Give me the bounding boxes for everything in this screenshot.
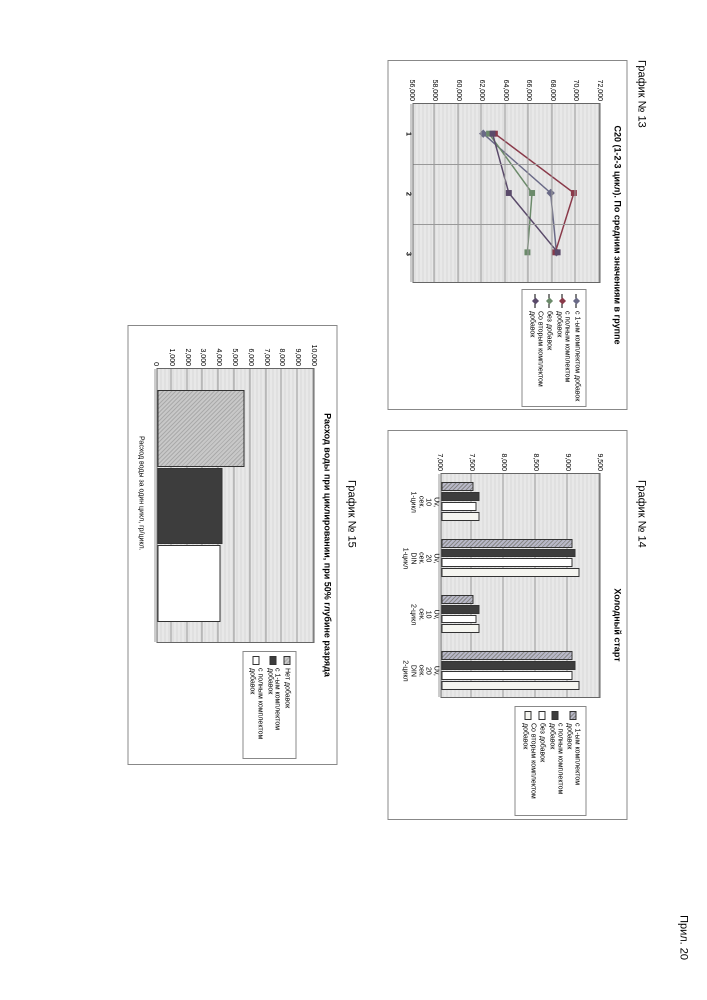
chart14-bar <box>441 492 479 501</box>
chart15-ytick: 4,000 <box>215 348 222 366</box>
chart14-bar <box>441 624 479 633</box>
chart14-bar <box>441 482 473 491</box>
chart14-bar <box>441 512 479 521</box>
chart14-bar <box>441 568 579 577</box>
chart13-xtick: 2 <box>403 192 411 196</box>
chart13-ytick: 68,000 <box>549 80 556 101</box>
chart14-ytick: 9,500 <box>596 453 603 471</box>
chart15-xlabel: Расход воды за один цикл, гр/цикл. <box>137 436 144 551</box>
chart13-marker <box>529 190 535 196</box>
chart13-label: График № 13 <box>635 60 647 128</box>
chart14-bar <box>441 671 572 680</box>
chart14-legend-item: Со вторым комплектом добавок <box>520 711 535 811</box>
chart14-legend-item: без добавок <box>538 711 546 811</box>
chart14-title: Холодный старт <box>608 431 626 819</box>
chart14-bar <box>441 615 476 624</box>
chart14-xtick: Uv,10сек.1-цикл <box>408 474 439 530</box>
chart15-ytick: 7,000 <box>262 348 269 366</box>
chart14-bar <box>441 502 476 511</box>
chart13-legend-item: с полным комплектом добавок <box>555 294 570 402</box>
chart14-bar <box>441 595 473 604</box>
chart14-plot: 7,0007,5008,0008,5009,0009,500Uv,10сек.1… <box>440 473 600 698</box>
chart13-panel: C20 (1-2-3 цикл). По средним значениям в… <box>387 60 627 410</box>
chart15-plot: 01,0002,0003,0004,0005,0006,0007,0008,00… <box>156 368 314 643</box>
chart15-ytick: 5,000 <box>231 348 238 366</box>
chart14-label: График № 14 <box>635 480 647 548</box>
chart13-xtick: 1 <box>403 132 411 136</box>
chart13-legend: с 1-ым комплектом добавокс полным компле… <box>521 289 586 407</box>
chart15-label: График № 15 <box>345 480 357 548</box>
chart13-marker <box>489 131 495 137</box>
chart13-ytick: 58,000 <box>431 80 438 101</box>
chart14-ytick: 8,500 <box>532 453 539 471</box>
chart15-title: Расход воды при циклировании, при 50% гл… <box>318 326 336 764</box>
chart13-legend-item: с 1-ым комплектом добавок <box>572 294 580 402</box>
chart13-xtick: 3 <box>403 252 411 256</box>
chart14-panel: Холодный старт 7,0007,5008,0008,5009,000… <box>387 430 627 820</box>
chart15-legend-item: с полным комплектом добавок <box>248 656 263 754</box>
chart14-xtick: Uv,20сек.DIN1-цикл <box>401 530 439 586</box>
chart14-xtick: Uv,10сек.2-цикл <box>408 587 439 643</box>
chart15-legend: Нет добавокс 1-ым комплектом добавокс по… <box>242 651 296 759</box>
chart15-ytick: 9,000 <box>294 348 301 366</box>
chart15-ytick: 10,000 <box>310 345 317 366</box>
chart14-bar <box>441 605 479 614</box>
chart14-legend-item: с 1-ым комплектом добавок <box>565 711 580 811</box>
chart13-ytick: 56,000 <box>408 80 415 101</box>
chart13-legend-item: Со вторым комплектом добавок <box>527 294 542 402</box>
chart14-bar <box>441 558 572 567</box>
chart13-legend-item: без добавок <box>545 294 553 402</box>
chart13-ytick: 72,000 <box>596 80 603 101</box>
chart15-legend-item: с 1-ым комплектом добавок <box>265 656 280 754</box>
chart14-ytick: 9,000 <box>564 453 571 471</box>
chart15-ytick: 3,000 <box>199 348 206 366</box>
chart15-ytick: 8,000 <box>278 348 285 366</box>
chart14-bar <box>441 661 575 670</box>
chart13-ytick: 64,000 <box>502 80 509 101</box>
chart15-panel: Расход воды при циклировании, при 50% гл… <box>127 325 337 765</box>
chart14-legend-item: с полным комплектом добавок <box>547 711 562 811</box>
chart14-bar <box>441 681 579 690</box>
chart13-ytick: 62,000 <box>478 80 485 101</box>
chart13-ytick: 66,000 <box>525 80 532 101</box>
chart13-marker <box>554 249 560 255</box>
chart15-bar <box>157 545 220 622</box>
chart14-xtick: Uv,20сек.DIN2-цикл <box>401 643 439 699</box>
chart13-lines <box>413 104 599 282</box>
chart15-bar <box>157 390 244 467</box>
chart13-plot: 56,00058,00060,00062,00064,00066,00068,0… <box>412 103 600 283</box>
chart15-ytick: 0 <box>152 362 159 366</box>
chart13-ytick: 60,000 <box>455 80 462 101</box>
chart14-ytick: 7,500 <box>468 453 475 471</box>
chart14-bar <box>441 549 575 558</box>
chart13-title: C20 (1-2-3 цикл). По средним значениям в… <box>608 61 626 409</box>
chart14-ytick: 7,000 <box>436 453 443 471</box>
chart15-ytick: 2,000 <box>183 348 190 366</box>
page-header: Прил. 20 <box>677 915 689 960</box>
chart13-marker <box>505 190 511 196</box>
chart14-ytick: 8,000 <box>500 453 507 471</box>
chart14-bar <box>441 539 572 548</box>
chart15-ytick: 1,000 <box>167 348 174 366</box>
chart15-legend-item: Нет добавок <box>282 656 290 754</box>
chart15-bar <box>157 468 222 545</box>
chart14-legend: с 1-ым комплектом добавокс полным компле… <box>514 706 586 816</box>
chart13-ytick: 70,000 <box>572 80 579 101</box>
chart14-bar <box>441 651 572 660</box>
chart15-ytick: 6,000 <box>246 348 253 366</box>
